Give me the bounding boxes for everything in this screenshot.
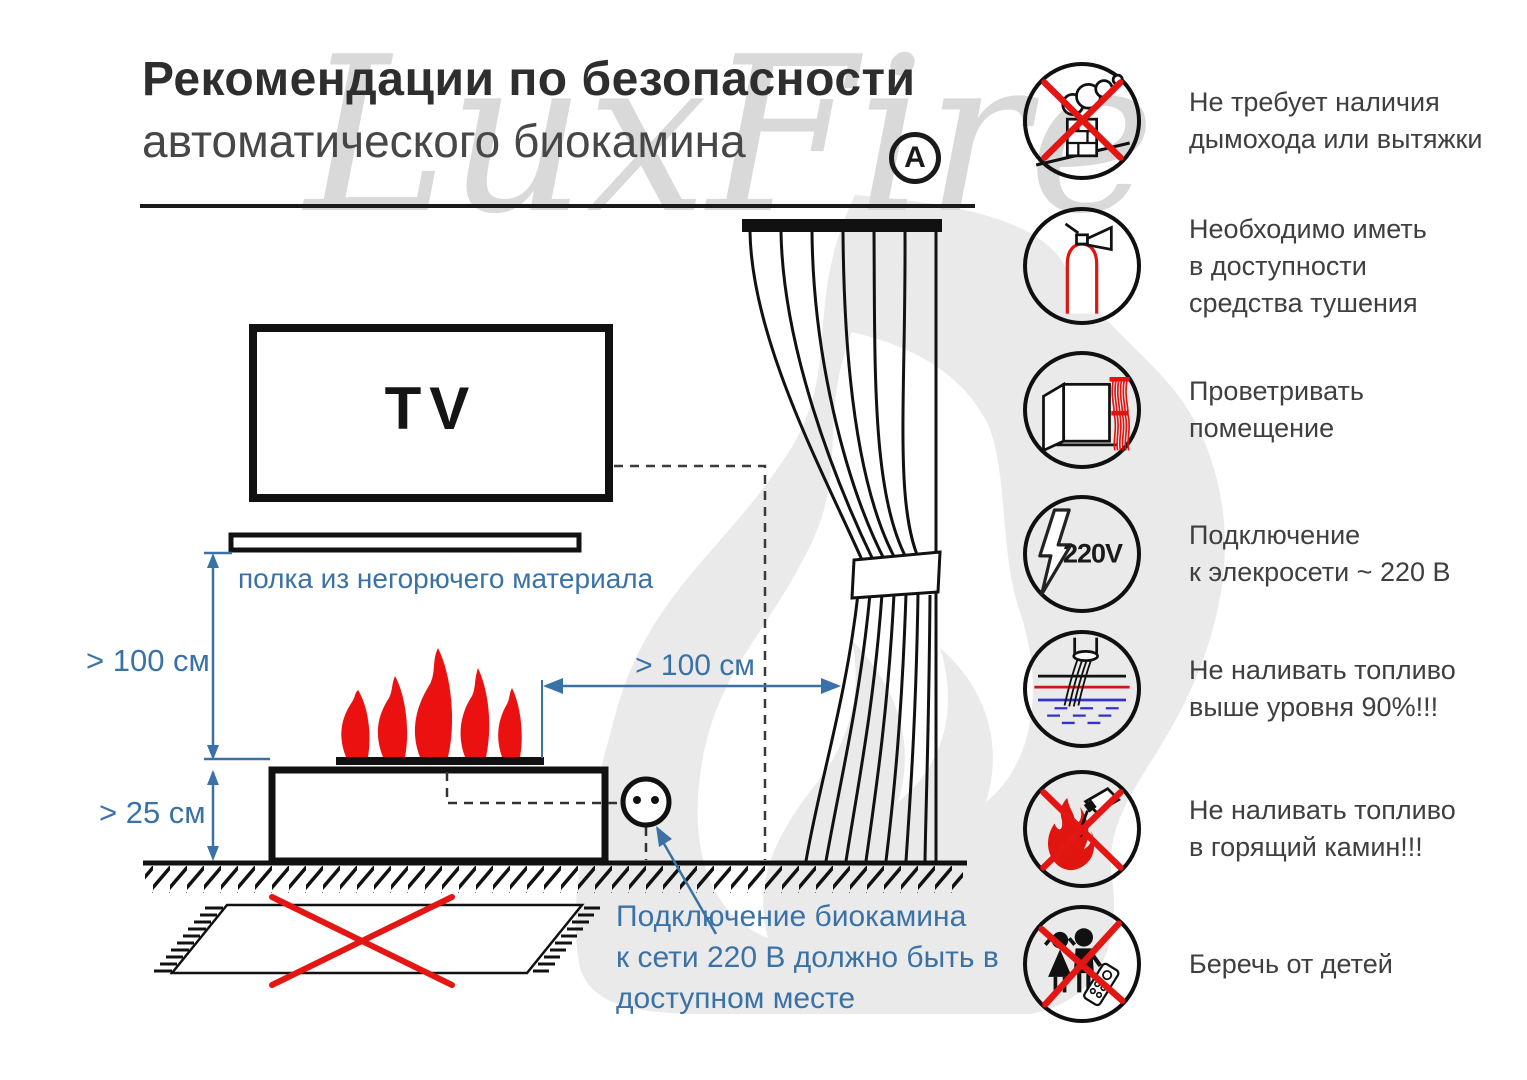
socket-pointer-arrow [661,841,718,935]
tv-connector-dashed [614,464,767,860]
safety-text: Беречь от детей [1189,948,1393,979]
floor-hatching [145,866,963,893]
page-title-line2: автоматического биокамина [142,115,746,167]
fireplace-base [268,766,609,865]
fuel-level-icon [1023,630,1141,748]
fireplace-flames [341,648,522,757]
carpet-forbidden-cross [269,894,455,988]
socket-wire-dashed [445,772,648,860]
carpet-fringe-left [154,906,223,973]
safety-item-children: Беречь от детей [1023,905,1393,1023]
shelf-material-label: полка из негорючего материала [238,563,654,594]
curtain [742,219,942,862]
safety-text: Проветривать помещение [1189,376,1364,443]
dimension-curtain-distance: > 100 см [635,649,755,682]
tv-label: TV [384,375,478,442]
safety-text: Не наливать топливо в горящий камин!!! [1189,795,1456,862]
socket-note: Подключение биокамина к сети 220 В должн… [616,900,999,1015]
wall-socket [620,776,672,828]
shelf-outline [228,532,582,553]
burner-plate [336,757,544,765]
keep-away-children-icon [1023,905,1141,1023]
fire-extinguisher-icon [1023,207,1141,325]
dimension-lines [204,551,841,935]
no-refuel-burning-icon [1023,770,1141,888]
no-chimney-icon [1023,62,1141,180]
circled-a-badge: A [889,132,941,184]
dimension-base-height: > 25 см [99,795,206,830]
safety-text: Необходимо иметь в доступности средства … [1189,213,1427,318]
power-220v-icon: 220V [1023,495,1141,613]
ventilate-room-icon [1023,351,1141,469]
safety-text: Подключение к элекросети ~ 220 В [1189,520,1451,587]
safety-item-ventilate: Проветривать помещение [1023,351,1364,469]
safety-item-no-chimney: Не требует наличия дымохода или вытяжки [1023,62,1482,180]
dimension-shelf-height: > 100 см [86,643,210,678]
safety-item-fuel-level: Не наливать топливо выше уровня 90%!!! [1023,630,1456,748]
curtain-tie [850,550,942,600]
safety-text: Не наливать топливо выше уровня 90%!!! [1189,655,1456,722]
safety-item-power: 220V Подключение к элекросети ~ 220 В [1023,495,1451,613]
safety-item-no-refuel: Не наливать топливо в горящий камин!!! [1023,770,1456,888]
safety-text: Не требует наличия дымохода или вытяжки [1189,87,1483,154]
tv-outline [249,324,613,502]
page-title-line1: Рекомендации по безопасности [142,53,916,106]
carpet-fringe-right [533,906,600,973]
safety-item-extinguisher: Необходимо иметь в доступности средства … [1023,207,1427,325]
carpet [169,903,585,975]
power-voltage-label: 220V [1063,538,1123,569]
